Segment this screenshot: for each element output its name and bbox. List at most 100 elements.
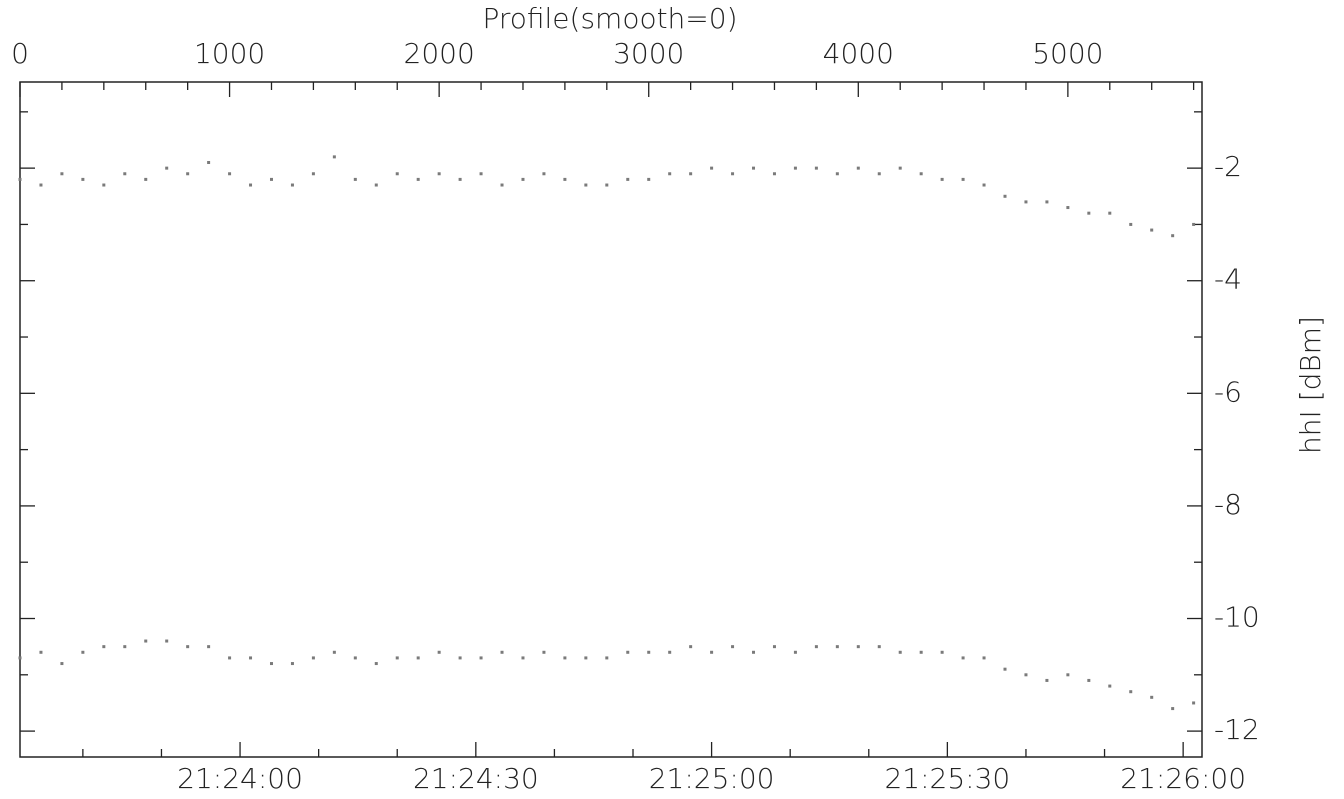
y-tick-label: -6 bbox=[1214, 375, 1242, 408]
data-point bbox=[416, 656, 420, 660]
x-tick-label: 2000 bbox=[404, 37, 475, 70]
data-point bbox=[437, 650, 441, 654]
x-tick-label: 1000 bbox=[194, 37, 265, 70]
data-point bbox=[353, 177, 357, 181]
data-point bbox=[123, 645, 127, 649]
data-point bbox=[1171, 707, 1175, 711]
chart-title: Profile(smooth=0) bbox=[482, 2, 737, 35]
data-point bbox=[102, 183, 106, 187]
data-point bbox=[374, 662, 378, 666]
data-point bbox=[542, 172, 546, 176]
data-point bbox=[647, 650, 651, 654]
data-point bbox=[605, 656, 609, 660]
data-point bbox=[982, 656, 986, 660]
data-point bbox=[877, 645, 881, 649]
data-point bbox=[458, 656, 462, 660]
data-point bbox=[605, 183, 609, 187]
data-point bbox=[81, 650, 85, 654]
time-tick-label: 21:25:30 bbox=[884, 762, 1010, 795]
data-point bbox=[500, 650, 504, 654]
data-point bbox=[228, 656, 232, 660]
data-point bbox=[898, 166, 902, 170]
data-point bbox=[500, 183, 504, 187]
data-point bbox=[144, 177, 148, 181]
time-tick-label: 21:26:00 bbox=[1120, 762, 1246, 795]
data-point bbox=[1192, 701, 1196, 705]
data-point bbox=[81, 177, 85, 181]
data-point bbox=[1108, 211, 1112, 215]
data-point bbox=[982, 183, 986, 187]
data-point bbox=[249, 183, 253, 187]
data-point bbox=[668, 172, 672, 176]
data-point bbox=[940, 650, 944, 654]
data-point bbox=[249, 656, 253, 660]
y-tick-label: -8 bbox=[1214, 488, 1242, 521]
data-point bbox=[1024, 200, 1028, 204]
data-point bbox=[1108, 684, 1112, 688]
time-tick-label: 21:24:00 bbox=[177, 762, 303, 795]
data-point bbox=[102, 645, 106, 649]
data-point bbox=[18, 656, 22, 660]
data-point bbox=[793, 166, 797, 170]
data-point bbox=[961, 656, 965, 660]
data-point bbox=[772, 645, 776, 649]
data-point bbox=[689, 645, 693, 649]
data-point bbox=[479, 656, 483, 660]
data-point bbox=[1003, 194, 1007, 198]
data-point bbox=[1087, 678, 1091, 682]
data-point bbox=[710, 166, 714, 170]
data-point bbox=[1087, 211, 1091, 215]
data-point bbox=[311, 172, 315, 176]
data-point bbox=[710, 650, 714, 654]
data-point bbox=[18, 177, 22, 181]
data-point bbox=[332, 650, 336, 654]
data-point bbox=[898, 650, 902, 654]
data-point bbox=[731, 645, 735, 649]
data-point bbox=[689, 172, 693, 176]
data-point bbox=[1150, 228, 1154, 232]
data-point bbox=[626, 177, 630, 181]
data-point bbox=[416, 177, 420, 181]
data-point bbox=[1024, 673, 1028, 677]
data-point bbox=[269, 177, 273, 181]
data-point bbox=[458, 177, 462, 181]
data-point bbox=[919, 650, 923, 654]
data-point bbox=[60, 662, 64, 666]
data-point bbox=[856, 645, 860, 649]
data-point bbox=[1171, 234, 1175, 238]
data-point bbox=[521, 656, 525, 660]
data-point bbox=[332, 155, 336, 159]
y-tick-label: -2 bbox=[1214, 150, 1242, 183]
data-point bbox=[835, 172, 839, 176]
data-point bbox=[60, 172, 64, 176]
data-point bbox=[731, 172, 735, 176]
data-point bbox=[1066, 673, 1070, 677]
data-point bbox=[752, 166, 756, 170]
y-tick-label: -10 bbox=[1214, 601, 1260, 634]
data-point bbox=[1192, 222, 1196, 226]
data-point bbox=[207, 645, 211, 649]
data-point bbox=[814, 645, 818, 649]
data-point bbox=[1129, 690, 1133, 694]
x-tick-label: 4000 bbox=[823, 37, 894, 70]
data-point bbox=[793, 650, 797, 654]
data-point bbox=[584, 656, 588, 660]
data-point bbox=[207, 161, 211, 165]
data-point bbox=[1066, 206, 1070, 210]
data-point bbox=[479, 172, 483, 176]
time-tick-label: 21:24:30 bbox=[413, 762, 539, 795]
data-point bbox=[814, 166, 818, 170]
data-point bbox=[668, 650, 672, 654]
data-point bbox=[165, 639, 169, 643]
data-point bbox=[1003, 667, 1007, 671]
data-point bbox=[961, 177, 965, 181]
y-tick-label: -4 bbox=[1214, 263, 1242, 296]
data-point bbox=[835, 645, 839, 649]
data-point bbox=[752, 650, 756, 654]
x-tick-label: 3000 bbox=[613, 37, 684, 70]
data-point bbox=[353, 656, 357, 660]
data-point bbox=[39, 650, 43, 654]
data-point bbox=[626, 650, 630, 654]
data-point bbox=[269, 662, 273, 666]
